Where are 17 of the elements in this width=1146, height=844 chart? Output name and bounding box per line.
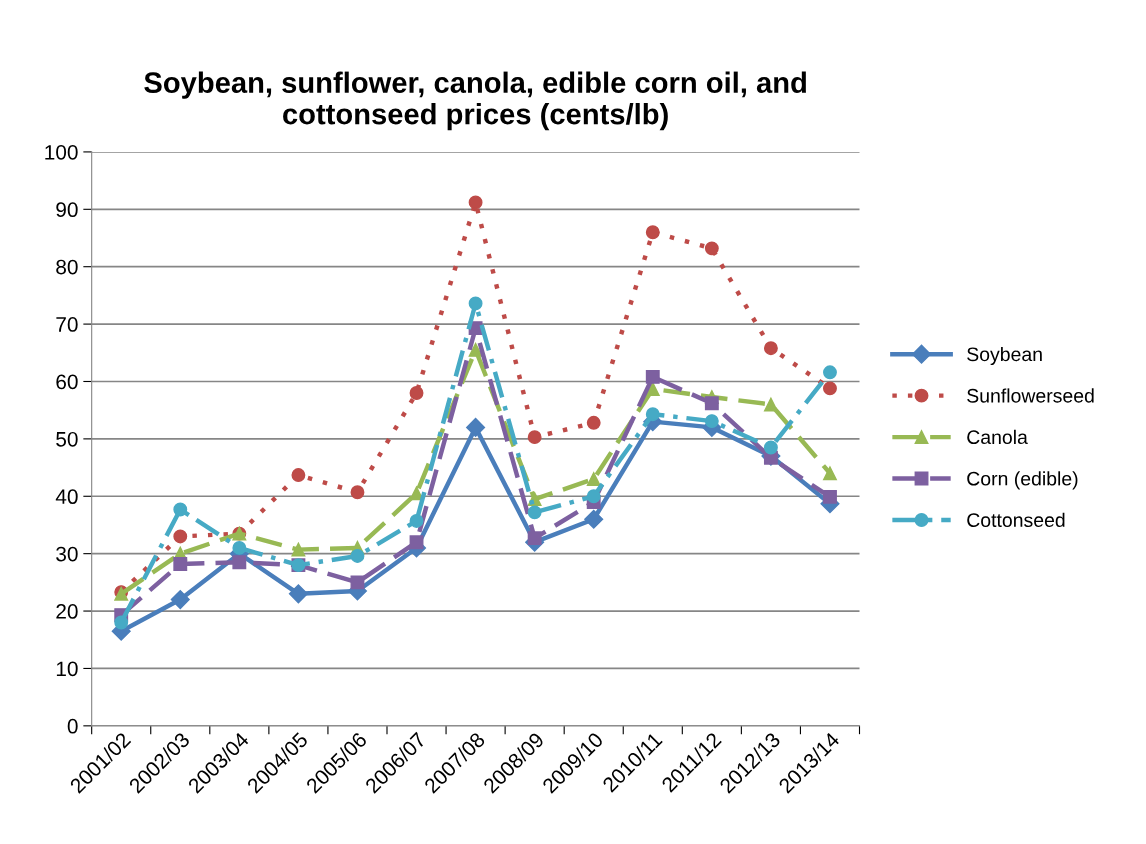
y-tick-label: 40 [55, 489, 78, 505]
legend-label: Cottonseed [967, 512, 1065, 528]
y-tick-label: 80 [56, 259, 78, 275]
y-tick-label: 60 [56, 374, 78, 390]
y-tick-label: 30 [56, 546, 78, 562]
legend-label: Soybean [967, 346, 1042, 366]
y-tick-label: 0 [67, 718, 78, 734]
legend-label: Corn (edible) [967, 471, 1078, 490]
y-tick-label: 50 [56, 431, 78, 447]
y-tick-label: 100 [45, 144, 78, 160]
y-tick-label: 90 [56, 202, 78, 218]
y-tick-label: 20 [56, 604, 78, 619]
y-tick-label: 70 [56, 317, 78, 332]
legend-label: Canola [967, 429, 1028, 445]
legend-label: Sunflowerseed [967, 388, 1094, 403]
y-tick-label: 10 [56, 661, 78, 677]
chart-title: Soybean, sunflower, canola, edible corn oil, and cottonseed prices (cents/lb) [144, 71, 806, 131]
